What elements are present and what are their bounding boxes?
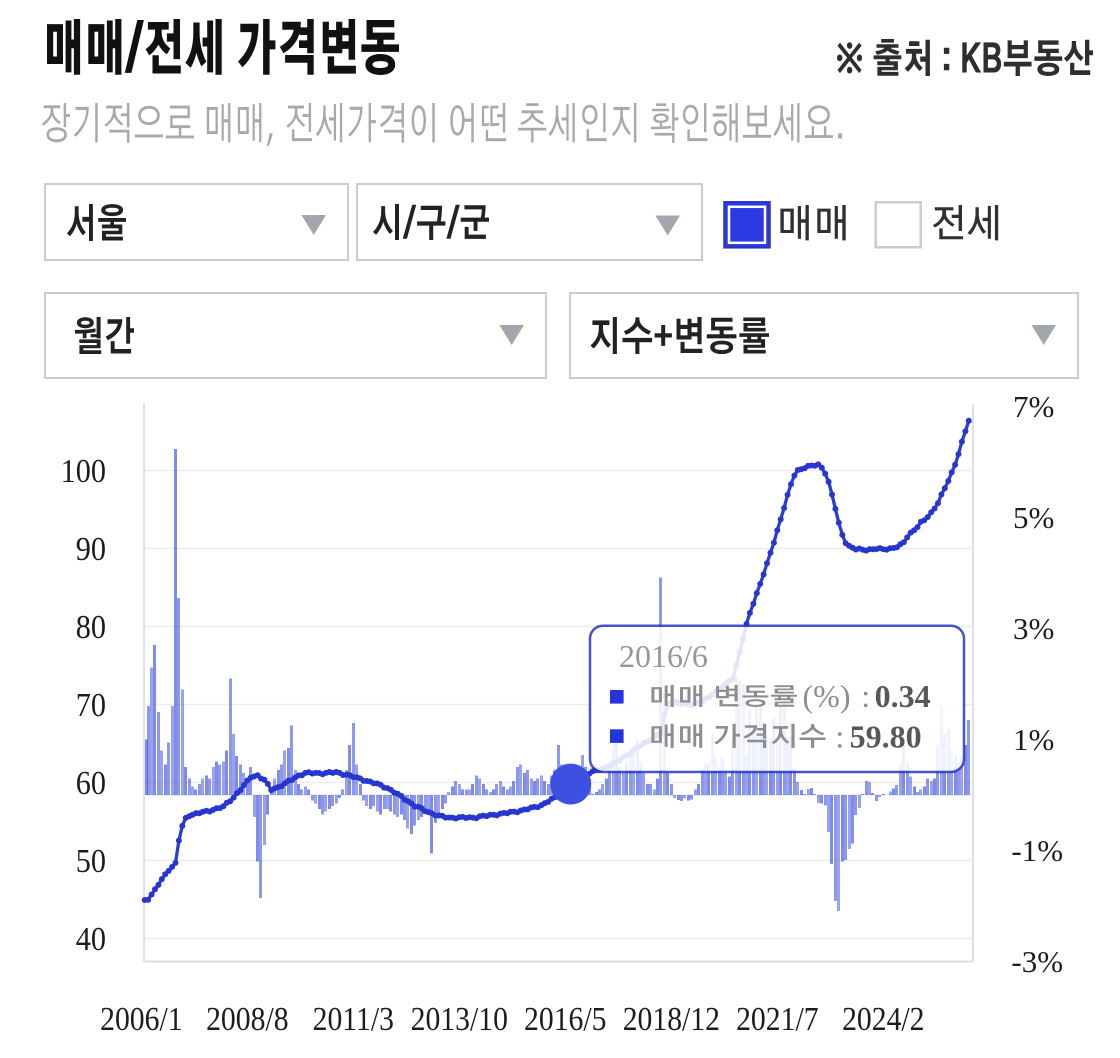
- svg-text:2016/5: 2016/5: [524, 1000, 606, 1037]
- svg-text:0.34: 0.34: [875, 678, 931, 714]
- svg-text:2016/6: 2016/6: [619, 638, 708, 674]
- svg-text::: :: [861, 678, 870, 714]
- svg-text:(%): (%): [803, 678, 851, 714]
- svg-text:2006/1: 2006/1: [100, 1000, 182, 1037]
- svg-text:2011/3: 2011/3: [313, 1000, 394, 1037]
- svg-text:80: 80: [76, 607, 106, 645]
- svg-text:7%: 7%: [1013, 389, 1054, 424]
- svg-text:50: 50: [76, 841, 106, 879]
- svg-text:-1%: -1%: [1011, 833, 1063, 868]
- svg-text:1%: 1%: [1013, 722, 1054, 757]
- svg-text:2008/8: 2008/8: [206, 1000, 288, 1037]
- svg-text:-3%: -3%: [1011, 944, 1063, 979]
- svg-text:2024/2: 2024/2: [842, 1000, 924, 1037]
- svg-text:70: 70: [76, 685, 106, 723]
- svg-text:59.80: 59.80: [850, 719, 922, 755]
- svg-text:2021/7: 2021/7: [736, 1000, 818, 1037]
- svg-text:2013/10: 2013/10: [411, 1000, 508, 1037]
- svg-text::: :: [835, 719, 844, 755]
- svg-text:100: 100: [61, 451, 106, 489]
- svg-text:2018/12: 2018/12: [623, 1000, 720, 1037]
- svg-text:40: 40: [76, 919, 106, 957]
- svg-text:5%: 5%: [1013, 500, 1054, 535]
- svg-text:3%: 3%: [1013, 611, 1054, 646]
- svg-text:90: 90: [76, 529, 106, 567]
- svg-text:60: 60: [76, 763, 106, 801]
